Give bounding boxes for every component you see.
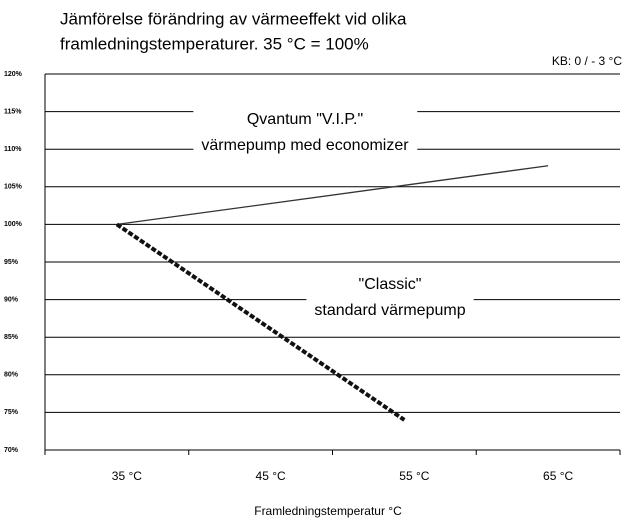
annotation: standard värmepump xyxy=(314,302,465,319)
series-line xyxy=(115,222,406,422)
annotation-background xyxy=(193,107,418,159)
annotation: värmepump med economizer xyxy=(201,137,409,154)
chart-subtitle: KB: 0 / - 3 °C xyxy=(552,54,622,68)
x-tick-label: 45 °C xyxy=(256,469,286,483)
annotation: Qvantum "V.I.P." xyxy=(247,111,363,128)
y-tick-label: 115% xyxy=(4,108,22,115)
y-tick-label: 105% xyxy=(4,184,23,191)
annotation-background xyxy=(306,272,474,324)
y-tick-label: 85% xyxy=(4,334,19,341)
chart-title: framledningstemperaturer. 35 °C = 100% xyxy=(60,34,369,53)
y-tick-label: 70% xyxy=(4,447,19,454)
series-line xyxy=(116,165,549,226)
y-tick-label: 80% xyxy=(4,372,19,379)
annotation: "Classic" xyxy=(359,276,422,293)
y-tick-label: 100% xyxy=(4,221,23,228)
x-tick-label: 65 °C xyxy=(543,469,573,483)
chart-title: Jämförelse förändring av värmeeffekt vid… xyxy=(60,9,407,28)
x-tick-label: 35 °C xyxy=(112,469,142,483)
y-tick-label: 90% xyxy=(4,296,19,303)
y-tick-label: 110% xyxy=(4,146,22,153)
y-tick-label: 75% xyxy=(4,409,19,416)
y-tick-label: 120% xyxy=(4,71,23,78)
x-tick-label: 55 °C xyxy=(399,469,429,483)
y-tick-label: 95% xyxy=(4,259,19,266)
x-axis-label: Framledningstemperatur °C xyxy=(254,504,402,518)
